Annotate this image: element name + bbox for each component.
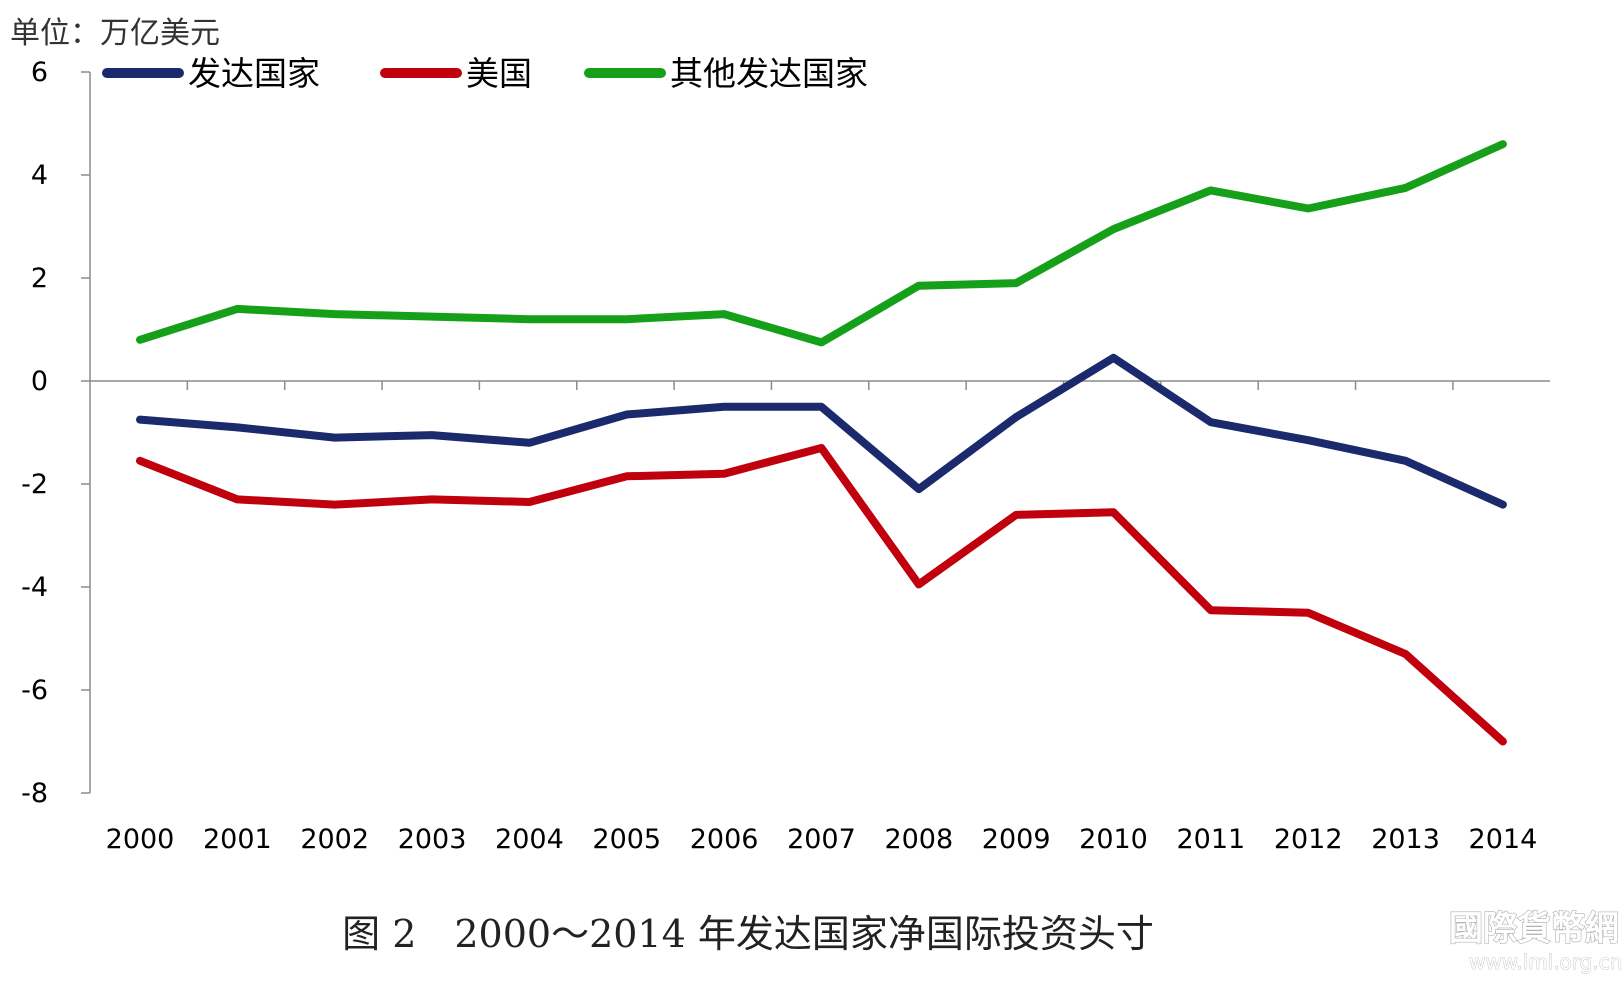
data-point: [428, 431, 436, 439]
chart-axes: [81, 71, 1550, 794]
legend: 发达国家 美国 其他发达国家: [102, 54, 868, 93]
figure-caption: 图 2 2000～2014 年发达国家净国际投资头寸: [342, 912, 1154, 956]
data-point: [525, 315, 533, 323]
data-point: [331, 501, 339, 509]
data-point: [331, 310, 339, 318]
data-point: [1499, 140, 1507, 148]
data-point: [623, 315, 631, 323]
series-发达国家: [136, 353, 1507, 509]
data-point: [817, 403, 825, 411]
data-point: [1304, 204, 1312, 212]
data-point: [1499, 501, 1507, 509]
y-tick-label: -4: [21, 572, 48, 603]
x-tick-label: 2007: [787, 824, 856, 855]
data-point: [817, 444, 825, 452]
legend-label: 美国: [466, 54, 532, 93]
data-point: [1110, 225, 1118, 233]
x-tick-label: 2012: [1274, 824, 1343, 855]
y-tick-label: 6: [31, 57, 48, 88]
data-point: [428, 313, 436, 321]
data-point: [1012, 511, 1020, 519]
data-point: [623, 410, 631, 418]
x-tick-label: 2009: [982, 824, 1051, 855]
x-tick-labels: 2000 2001 2002 2003 2004 2005 2006 2007 2008 2009…: [106, 824, 1538, 855]
watermark-logo: 國際貨幣網 www.imi.org.cn: [1448, 908, 1621, 974]
data-point: [1402, 650, 1410, 658]
x-tick-label: 2003: [398, 824, 467, 855]
data-point: [623, 472, 631, 480]
data-point: [1304, 609, 1312, 617]
y-tick-label: 4: [31, 160, 48, 191]
data-point: [817, 338, 825, 346]
legend-item: 发达国家: [102, 54, 320, 93]
legend-item: 美国: [380, 54, 532, 93]
legend-label: 其他发达国家: [670, 54, 868, 93]
series-美国: [136, 444, 1507, 746]
series-lines: [136, 140, 1507, 746]
series-line: [136, 353, 1507, 509]
data-point: [1402, 184, 1410, 192]
data-point: [525, 439, 533, 447]
data-point: [720, 470, 728, 478]
data-point: [233, 423, 241, 431]
data-point: [915, 485, 923, 493]
y-tick-labels: 6 4 2 0 -2 -4 -6 -8: [21, 57, 48, 809]
watermark-url: www.imi.org.cn: [1469, 950, 1621, 974]
data-point: [915, 282, 923, 290]
data-point: [136, 416, 144, 424]
y-tick-label: -6: [21, 675, 48, 706]
data-point: [1402, 457, 1410, 465]
x-tick-label: 2011: [1176, 824, 1245, 855]
y-tick-label: 2: [31, 263, 48, 294]
data-point: [1499, 738, 1507, 746]
data-point: [720, 403, 728, 411]
data-point: [1207, 606, 1215, 614]
series-line: [136, 444, 1507, 746]
x-tick-label: 2006: [690, 824, 759, 855]
data-point: [1012, 279, 1020, 287]
x-tick-label: 2005: [592, 824, 661, 855]
data-point: [1110, 354, 1118, 362]
y-tick-label: -2: [21, 469, 48, 500]
legend-label: 发达国家: [188, 54, 320, 93]
x-tick-label: 2010: [1079, 824, 1148, 855]
x-tick-label: 2013: [1371, 824, 1440, 855]
y-tick-label: 0: [31, 366, 48, 397]
data-point: [331, 434, 339, 442]
data-point: [720, 310, 728, 318]
x-tick-label: 2004: [495, 824, 564, 855]
series-line: [136, 140, 1507, 347]
data-point: [1207, 418, 1215, 426]
data-point: [233, 305, 241, 313]
data-point: [136, 336, 144, 344]
x-tick-label: 2014: [1469, 824, 1538, 855]
data-point: [525, 498, 533, 506]
data-point: [1304, 436, 1312, 444]
data-point: [1110, 508, 1118, 516]
x-tick-label: 2001: [203, 824, 272, 855]
data-point: [1207, 186, 1215, 194]
data-point: [428, 495, 436, 503]
y-tick-label: -8: [21, 778, 48, 809]
x-tick-label: 2008: [884, 824, 953, 855]
watermark-logo-text: 國際貨幣網: [1449, 909, 1619, 949]
legend-item: 其他发达国家: [584, 54, 868, 93]
unit-label: 单位：万亿美元: [10, 16, 220, 51]
data-point: [233, 495, 241, 503]
x-tick-label: 2000: [106, 824, 175, 855]
data-point: [136, 457, 144, 465]
x-tick-label: 2002: [300, 824, 369, 855]
data-point: [1012, 413, 1020, 421]
data-point: [915, 580, 923, 588]
series-其他发达国家: [136, 140, 1507, 347]
